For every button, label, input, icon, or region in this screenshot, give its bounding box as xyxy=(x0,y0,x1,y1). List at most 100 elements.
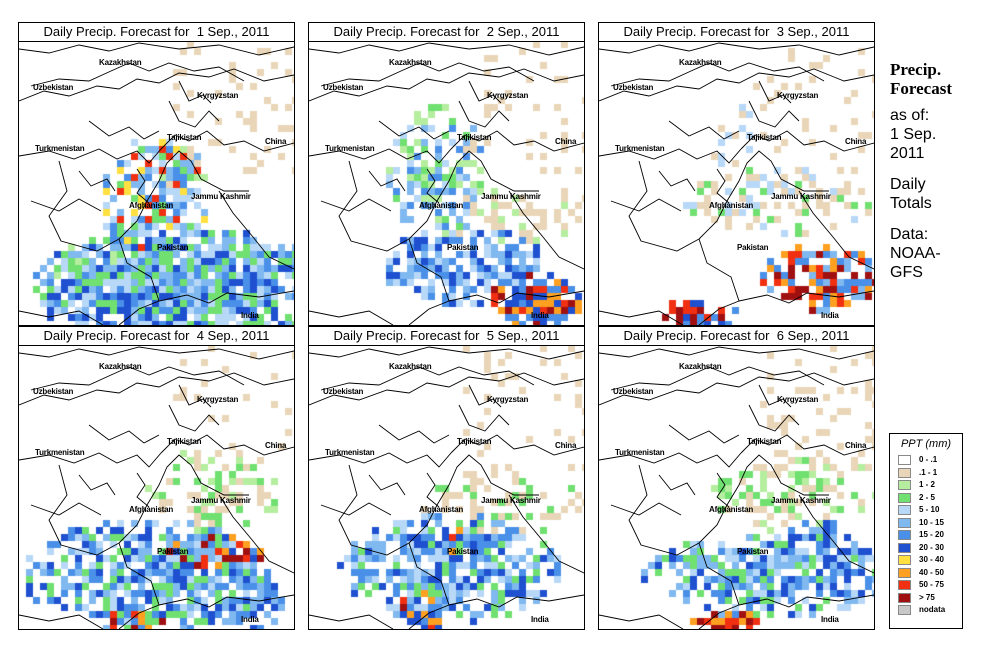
map-label-kazakhstan: Kazakhstan xyxy=(679,58,722,67)
legend-swatch xyxy=(898,605,911,615)
border-line xyxy=(158,290,294,304)
border-line xyxy=(599,372,874,406)
map-label-tajikistan: Tajikistan xyxy=(457,437,492,446)
legend-item: 50 - 75 xyxy=(890,579,962,592)
map-label-tajikistan: Tajikistan xyxy=(747,437,782,446)
border-line xyxy=(408,454,539,544)
border-line xyxy=(19,42,294,56)
border-line xyxy=(88,424,160,444)
border-line xyxy=(458,100,510,128)
map-label-pakistan: Pakistan xyxy=(447,243,479,252)
border-line xyxy=(599,452,742,468)
legend-swatch xyxy=(898,505,911,515)
border-line xyxy=(118,454,249,544)
forecast-panel-5: Daily Precip. Forecast for 5 Sep., 2011 … xyxy=(308,326,585,630)
legend-label: 20 - 30 xyxy=(919,542,944,552)
border-line xyxy=(418,366,535,386)
legend-swatch xyxy=(898,555,911,565)
border-line xyxy=(748,100,800,128)
legend-item: 2 - 5 xyxy=(890,492,962,505)
map-label-turkmenistan: Turkmenistan xyxy=(325,448,375,457)
country-borders xyxy=(309,346,584,629)
border-line xyxy=(448,594,584,608)
info-data-line3: GFS xyxy=(890,264,923,281)
legend-label: 15 - 20 xyxy=(919,530,944,539)
legend-swatch xyxy=(898,580,911,590)
map-label-kyrgyzstan: Kyrgyzstan xyxy=(777,395,819,404)
legend-swatch xyxy=(898,517,911,528)
panel-title: Daily Precip. Forecast for 3 Sep., 2011 xyxy=(599,23,874,42)
map-label-kyrgyzstan: Kyrgyzstan xyxy=(197,395,239,404)
map-label-india: India xyxy=(531,311,549,320)
map-label-pakistan: Pakistan xyxy=(157,243,189,252)
border-line xyxy=(748,404,800,432)
legend-item: 10 - 15 xyxy=(890,517,962,530)
map-label-afghanistan: Afghanistan xyxy=(419,505,464,514)
border-line xyxy=(610,198,682,212)
country-borders xyxy=(309,42,584,325)
border-line xyxy=(48,464,120,556)
border-line xyxy=(320,502,392,516)
precip-map: Kazakhstan Uzbekistan Kyrgyzstan Tajikistan… xyxy=(309,41,584,325)
legend-label: 10 - 15 xyxy=(919,517,944,527)
map-label-kazakhstan: Kazakhstan xyxy=(679,362,722,371)
legend-item: 30 - 40 xyxy=(890,554,962,567)
border-line xyxy=(610,502,682,516)
legend-label: 5 - 10 xyxy=(919,505,940,514)
map-label-china: China xyxy=(555,137,577,146)
border-line xyxy=(698,454,829,544)
border-line xyxy=(599,346,874,360)
map-label-jammu-kashmir: Jammu Kashmir xyxy=(191,496,251,505)
border-line xyxy=(178,80,212,104)
legend-label: > 75 xyxy=(919,592,935,602)
map-label-uzbekistan: Uzbekistan xyxy=(323,387,364,396)
border-line xyxy=(658,474,696,496)
map-label-jammu-kashmir: Jammu Kashmir xyxy=(771,192,831,201)
border-line xyxy=(30,502,102,516)
map-label-afghanistan: Afghanistan xyxy=(129,201,174,210)
map-label-tajikistan: Tajikistan xyxy=(167,437,202,446)
legend-swatch xyxy=(898,567,911,578)
border-line xyxy=(668,424,740,444)
border-line xyxy=(450,434,584,456)
legend-swatch xyxy=(898,542,911,553)
border-line xyxy=(628,464,700,556)
border-line xyxy=(30,366,130,391)
border-line xyxy=(136,472,150,508)
info-data-line2: NOAA- xyxy=(890,245,941,262)
border-line xyxy=(218,190,294,270)
border-line xyxy=(738,290,874,304)
border-line xyxy=(508,190,584,270)
panel-title: Daily Precip. Forecast for 5 Sep., 2011 xyxy=(309,327,584,346)
border-line xyxy=(378,424,450,444)
border-line xyxy=(30,62,130,87)
precip-map: Kazakhstan Uzbekistan Kyrgyzstan Tajikistan… xyxy=(599,345,874,629)
map-label-kyrgyzstan: Kyrgyzstan xyxy=(197,91,239,100)
border-line xyxy=(698,150,829,240)
border-line xyxy=(599,42,874,56)
map-label-jammu-kashmir: Jammu Kashmir xyxy=(481,192,541,201)
border-line xyxy=(136,168,150,204)
forecast-panel-6: Daily Precip. Forecast for 6 Sep., 2011 … xyxy=(598,326,875,630)
forecast-info: Precip. Forecast as of: 1 Sep. 2011 Dail… xyxy=(890,60,980,282)
map-label-turkmenistan: Turkmenistan xyxy=(615,448,665,457)
border-line xyxy=(368,474,406,496)
map-label-china: China xyxy=(555,441,577,450)
map-label-afghanistan: Afghanistan xyxy=(709,201,754,210)
legend-label: 30 - 40 xyxy=(919,555,944,564)
border-line xyxy=(160,130,294,152)
legend-item: 15 - 20 xyxy=(890,529,962,542)
map-label-pakistan: Pakistan xyxy=(157,547,189,556)
border-line xyxy=(599,148,742,164)
border-line xyxy=(426,168,440,204)
map-label-jammu-kashmir: Jammu Kashmir xyxy=(771,496,831,505)
map-label-india: India xyxy=(821,615,839,624)
border-line xyxy=(668,120,740,140)
legend-item: 0 - .1 xyxy=(890,454,962,467)
border-line xyxy=(168,100,220,128)
info-totals-line2: Totals xyxy=(890,195,932,212)
precip-map: Kazakhstan Uzbekistan Kyrgyzstan Tajikistan… xyxy=(309,345,584,629)
precip-map: Kazakhstan Uzbekistan Kyrgyzstan Tajikistan… xyxy=(19,41,294,325)
border-line xyxy=(408,150,539,240)
panel-title: Daily Precip. Forecast for 6 Sep., 2011 xyxy=(599,327,874,346)
